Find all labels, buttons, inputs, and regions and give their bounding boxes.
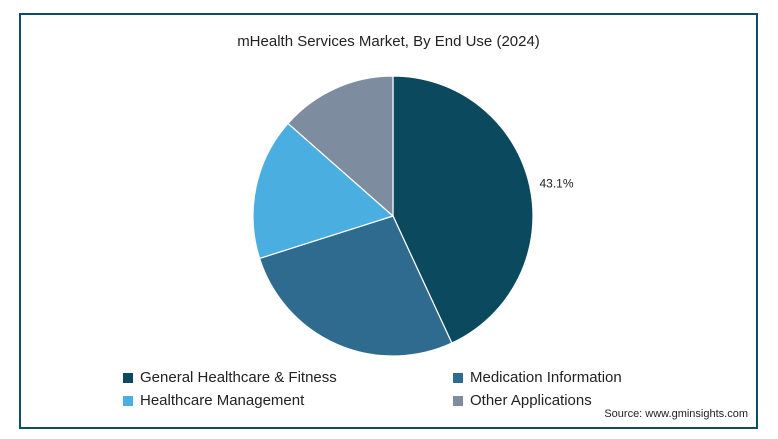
- legend-item-other-applications: Other Applications: [453, 392, 683, 409]
- pie-slice-general-healthcare-fitness: [392, 75, 534, 344]
- legend-label: Healthcare Management: [140, 392, 305, 409]
- legend-item-healthcare-management: Healthcare Management: [123, 392, 453, 409]
- source-note: Source: www.gminsights.com: [604, 408, 748, 420]
- legend-swatch: [123, 395, 133, 406]
- legend-label: General Healthcare & Fitness: [140, 369, 337, 386]
- legend-item-medication-information: Medication Information: [453, 369, 683, 386]
- legend-item-general-healthcare: General Healthcare & Fitness: [123, 369, 453, 386]
- legend-swatch: [453, 372, 463, 383]
- chart-frame: mHealth Services Market, By End Use (202…: [19, 13, 758, 429]
- pie-slice-other-applications: [287, 75, 394, 218]
- chart-title: mHealth Services Market, By End Use (202…: [237, 33, 540, 50]
- legend-swatch: [453, 395, 463, 406]
- pie-slice-medication-information: [258, 215, 453, 357]
- legend-label: Medication Information: [470, 369, 622, 386]
- data-label: 43.1%: [539, 177, 573, 191]
- legend-label: Other Applications: [470, 392, 592, 409]
- pie-chart: 43.1%: [252, 75, 574, 357]
- legend: General Healthcare & Fitness Medication …: [123, 369, 683, 409]
- legend-swatch: [123, 372, 133, 383]
- pie-slice-healthcare-management: [252, 122, 395, 260]
